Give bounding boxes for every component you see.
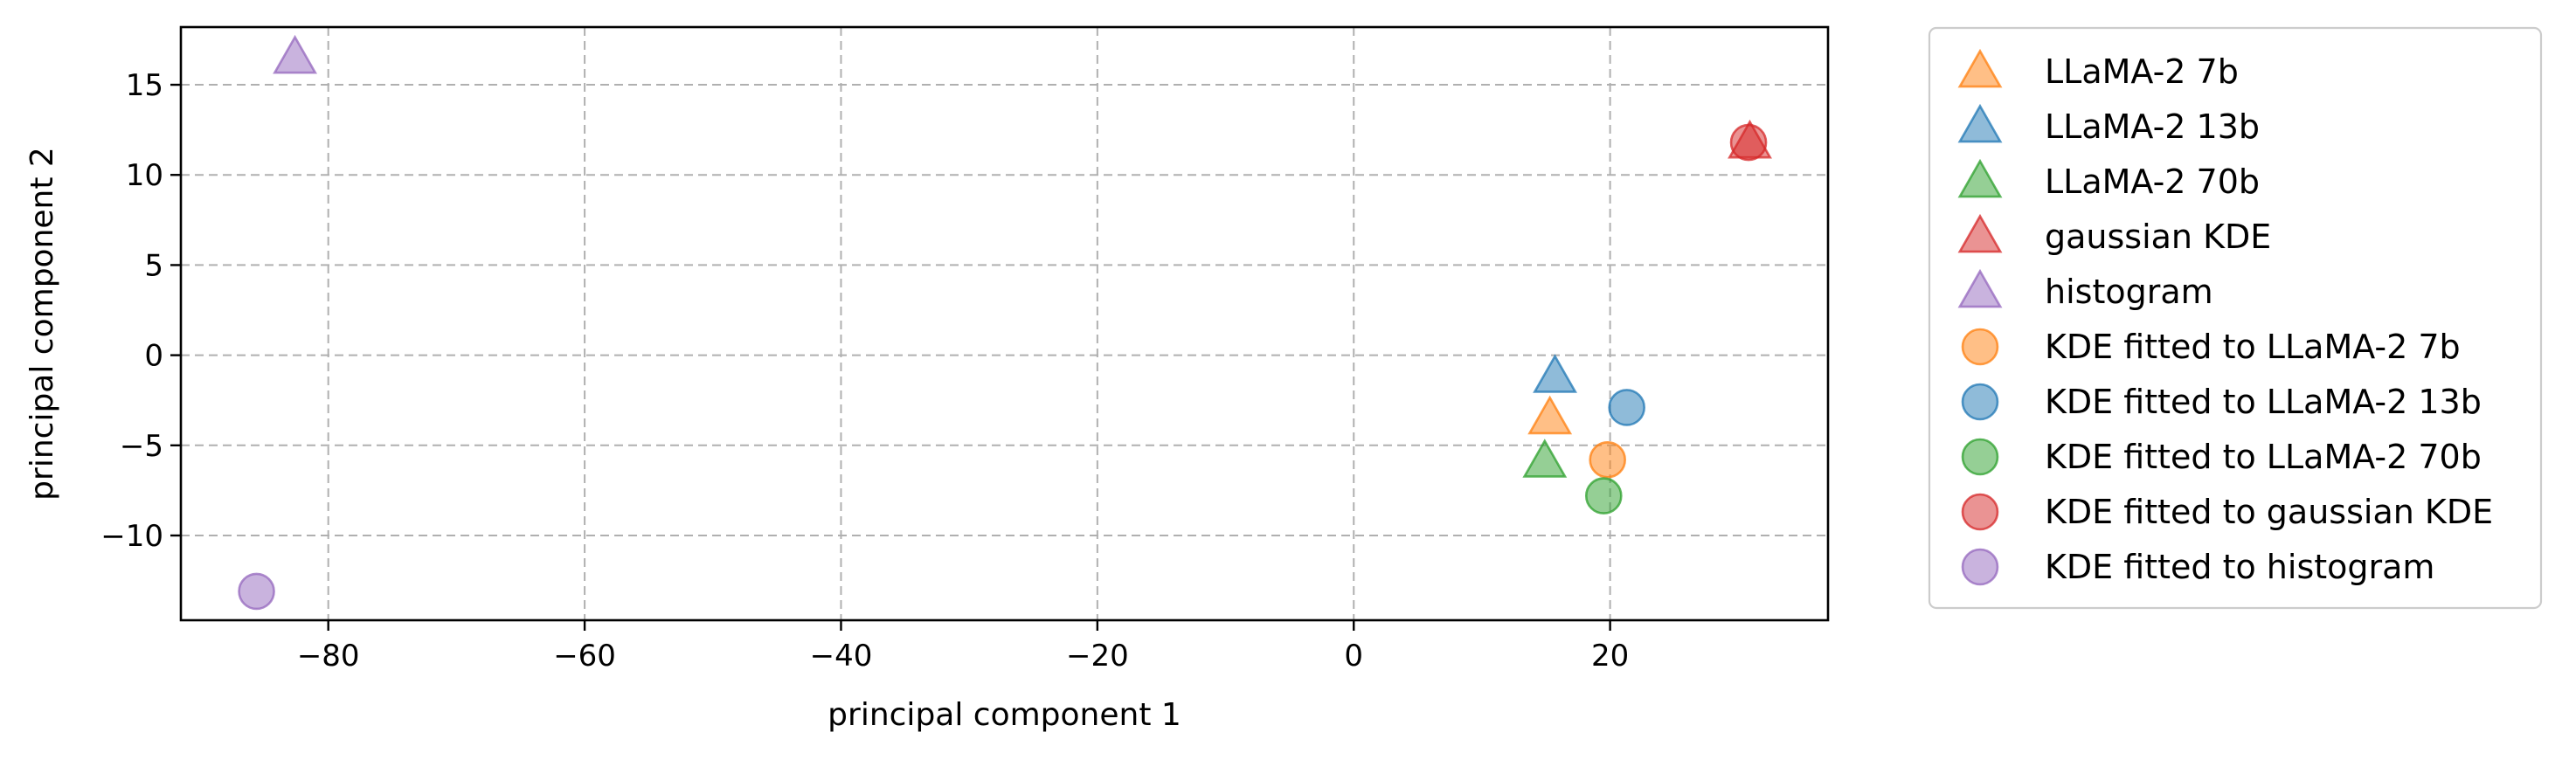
legend-label-llama-2-70b: LLaMA-2 70b [2045,162,2260,201]
point-kde-fitted-to-llama-2-70b-circle [1584,477,1623,515]
legend-marker-kde-fitted-to-llama-2-13b [1961,383,1999,421]
x-tick-label: 20 [1591,639,1629,674]
x-tick-label: −40 [810,639,873,674]
point-llama-2-13b-triangle [1533,354,1577,393]
y-tick-label: −5 [120,429,163,464]
axis-ticks: −80 −60 −40 −20 0 20 −10 −5 0 5 10 15 [100,68,1629,674]
legend-label-histogram: histogram [2045,273,2213,311]
legend-label-kde-fitted-to-llama-2-70b: KDE fitted to LLaMA-2 70b [2045,438,2482,476]
point-kde-fitted-to-histogram-circle [238,572,275,611]
y-tick-label: 15 [126,68,163,103]
y-tick-label: −10 [100,519,163,554]
x-tick-label: −60 [553,639,616,674]
point-kde-fitted-to-llama-2-13b-circle [1608,389,1645,426]
legend-marker-kde-fitted-to-llama-2-70b [1961,438,1999,476]
legend-marker-llama-2-70b [1957,158,2003,198]
legend-label-kde-fitted-to-gaussian-kde: KDE fitted to gaussian KDE [2045,493,2493,531]
point-llama-2-7b-triangle [1527,395,1573,435]
legend-label-kde-fitted-to-llama-2-13b: KDE fitted to LLaMA-2 13b [2045,383,2482,421]
y-tick-label: 10 [126,158,163,193]
legend-label-llama-2-13b: LLaMA-2 13b [2045,107,2260,146]
legend-marker-histogram [1957,268,2003,308]
x-tick-label: 0 [1344,639,1363,674]
point-kde-fitted-to-gaussian-kde-circle [1729,123,1768,162]
point-kde-fitted-to-llama-2-7b-circle [1589,441,1626,479]
legend-marker-llama-2-13b [1957,103,2003,143]
y-axis-label: principal component 2 [24,147,60,501]
legend-frame [1928,26,2543,610]
legend-marker-kde-fitted-to-gaussian-kde [1961,493,1999,531]
y-tick-label: 5 [144,248,163,283]
legend-marker-kde-fitted-to-llama-2-7b [1961,328,1999,366]
plot-area-frame [179,25,1830,622]
x-tick-label: −80 [297,639,360,674]
point-histogram-triangle [273,34,317,74]
legend-label-kde-fitted-to-llama-2-7b: KDE fitted to LLaMA-2 7b [2045,328,2461,366]
x-tick-label: −20 [1066,639,1129,674]
legend-label-llama-2-7b: LLaMA-2 7b [2045,52,2239,91]
grid [181,27,1828,620]
point-llama-2-70b-triangle [1522,439,1568,478]
legend: LLaMA-2 7b LLaMA-2 13b LLaMA-2 70b gaussian… [1928,26,2543,610]
legend-label-gaussian-kde: gaussian KDE [2045,218,2271,256]
legend-marker-gaussian-kde [1957,213,2003,253]
data-marks [238,34,1772,611]
legend-label-kde-fitted-to-histogram: KDE fitted to histogram [2045,548,2434,586]
x-axis-label: principal component 1 [828,697,1181,733]
y-tick-label: 0 [144,339,163,374]
legend-marker-llama-2-7b [1957,48,2003,88]
legend-marker-kde-fitted-to-histogram [1961,548,1999,586]
